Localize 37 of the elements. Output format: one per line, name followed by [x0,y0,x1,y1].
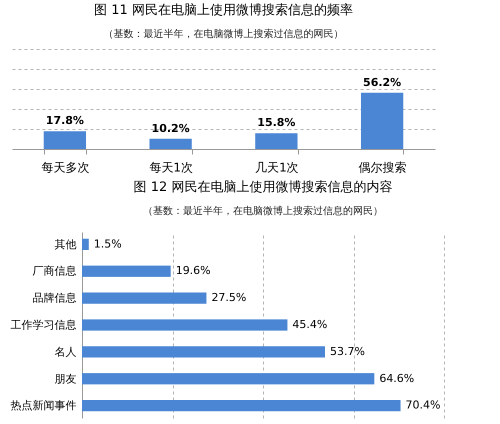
data-label: 17.8% [46,114,84,128]
bar [44,131,86,149]
x-tick-label: 每天1次 [149,160,193,174]
data-label: 15.8% [257,116,296,130]
bar [82,319,288,331]
bar [255,133,298,149]
x-tick-label: 几天1次 [255,160,299,174]
chart-subtitle: （基数：最近半年，在电脑微博上搜索过信息的网民） [104,28,344,40]
data-label: 45.4% [292,318,328,331]
data-label: 19.6% [176,264,211,278]
x-tick-label: 偶尔搜索 [358,160,407,174]
x-tick-label: 每天多次 [41,160,90,174]
bar [82,400,401,412]
bar [82,292,206,304]
bar [82,346,325,358]
data-label: 10.2% [152,122,190,135]
bar [360,92,404,149]
y-tick-label: 其他 [54,238,76,251]
bar [82,373,374,384]
bar [82,238,89,250]
data-label: 56.2% [363,76,402,89]
data-label: 1.5% [94,237,122,250]
bar [82,266,171,277]
chart-subtitle: （基数：最近半年，在电脑微博上搜索过信息的网民） [143,205,383,217]
data-label: 70.4% [406,398,441,412]
chart-title: 图 11 网民在电脑上使用微博搜索信息的频率 [94,2,353,18]
y-tick-label: 热点新闻事件 [10,399,76,412]
y-tick-label: 厂商信息 [32,264,76,278]
y-tick-label: 品牌信息 [32,292,76,305]
data-label: 53.7% [330,344,365,358]
y-tick-label: 朋友 [54,372,76,386]
y-tick-label: 工作学习信息 [10,318,76,332]
chart-title: 图 12 网民在电脑上使用微博搜索信息的内容 [134,179,392,195]
data-label: 27.5% [211,291,246,304]
bar [149,138,192,149]
data-label: 64.6% [379,372,414,385]
y-tick-label: 名人 [54,345,76,358]
